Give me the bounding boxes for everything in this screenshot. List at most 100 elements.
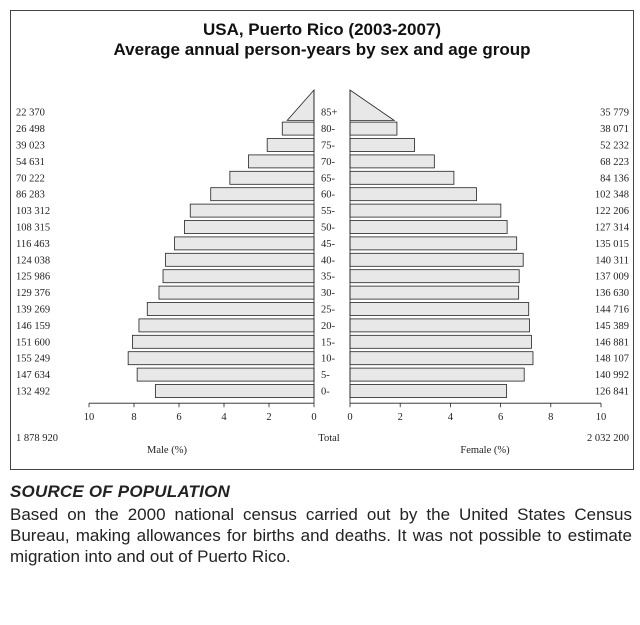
female-count-label: 84 136 bbox=[600, 173, 629, 184]
female-x-tick-label: 8 bbox=[548, 412, 553, 423]
female-bar bbox=[349, 138, 415, 152]
male-count-label: 39 023 bbox=[16, 141, 45, 152]
male-bar bbox=[248, 154, 315, 169]
female-bar bbox=[349, 334, 532, 349]
male-x-tick-label: 0 bbox=[311, 412, 316, 423]
age-group-label: 80- bbox=[321, 124, 336, 135]
age-group-label: 30- bbox=[321, 288, 336, 299]
age-group-label: 35- bbox=[321, 272, 336, 283]
male-bar bbox=[162, 269, 315, 284]
male-count-label: 139 269 bbox=[16, 305, 50, 316]
female-x-tick-label: 0 bbox=[347, 412, 352, 423]
male-count-label: 26 498 bbox=[16, 124, 45, 135]
male-bar bbox=[281, 121, 315, 136]
male-count-label: 86 283 bbox=[16, 190, 45, 201]
age-group-label: 45- bbox=[321, 239, 336, 250]
female-count-label: 137 009 bbox=[595, 272, 629, 283]
male-bar bbox=[158, 285, 315, 300]
male-x-tick-label: 2 bbox=[266, 412, 271, 423]
male-bar bbox=[146, 302, 315, 316]
female-x-tick-label: 6 bbox=[498, 412, 503, 423]
female-total: 2 032 200 bbox=[587, 433, 629, 444]
male-bar bbox=[266, 138, 315, 152]
male-x-tick-label: 6 bbox=[176, 412, 181, 423]
female-bar bbox=[349, 203, 502, 218]
female-count-label: 140 311 bbox=[595, 255, 629, 266]
male-count-label: 129 376 bbox=[16, 288, 50, 299]
female-count-label: 38 071 bbox=[600, 124, 629, 135]
male-bar bbox=[174, 236, 315, 251]
female-bar bbox=[349, 285, 520, 300]
male-count-label: 155 249 bbox=[16, 354, 50, 365]
male-count-label: 70 222 bbox=[16, 173, 45, 184]
female-count-label: 140 992 bbox=[595, 370, 629, 381]
female-bar bbox=[349, 302, 530, 316]
male-count-label: 54 631 bbox=[16, 157, 45, 168]
female-bar bbox=[349, 154, 435, 169]
female-bar bbox=[349, 121, 398, 136]
age-group-label: 15- bbox=[321, 337, 336, 348]
male-total: 1 878 920 bbox=[16, 433, 58, 444]
male-bar bbox=[183, 220, 315, 234]
male-bar bbox=[210, 187, 315, 202]
age-group-label: 75- bbox=[321, 141, 336, 152]
age-group-label: 20- bbox=[321, 321, 336, 332]
female-count-label: 126 841 bbox=[595, 387, 629, 398]
chart-title: USA, Puerto Rico (2003-2007) bbox=[203, 20, 441, 39]
age-group-label: 55- bbox=[321, 206, 336, 217]
female-bar bbox=[349, 384, 508, 398]
male-count-label: 146 159 bbox=[16, 321, 50, 332]
male-count-label: 147 634 bbox=[16, 370, 51, 381]
female-count-label: 68 223 bbox=[600, 157, 629, 168]
male-bar bbox=[154, 384, 315, 398]
male-bar bbox=[286, 88, 315, 121]
female-axis-label: Female (%) bbox=[460, 445, 510, 456]
age-group-label: 40- bbox=[321, 255, 336, 266]
female-bar bbox=[349, 252, 524, 267]
female-x-tick-label: 10 bbox=[596, 412, 607, 423]
age-group-label: 70- bbox=[321, 157, 336, 168]
age-group-label: 10- bbox=[321, 354, 336, 365]
population-pyramid-chart: USA, Puerto Rico (2003-2007) Average ann… bbox=[16, 20, 630, 456]
female-count-label: 136 630 bbox=[595, 288, 629, 299]
male-count-label: 132 492 bbox=[16, 387, 50, 398]
total-label: Total bbox=[318, 433, 340, 444]
age-group-label: 60- bbox=[321, 190, 336, 201]
male-count-label: 125 986 bbox=[16, 272, 50, 283]
female-count-label: 102 348 bbox=[595, 190, 629, 201]
age-group-label: 85+ bbox=[321, 108, 338, 119]
female-bar bbox=[349, 269, 520, 284]
male-x-tick-label: 10 bbox=[84, 412, 95, 423]
male-bar bbox=[229, 170, 315, 185]
female-bar bbox=[349, 187, 477, 202]
female-x-tick-label: 4 bbox=[448, 412, 454, 423]
male-axis-label: Male (%) bbox=[147, 445, 187, 456]
female-count-label: 144 716 bbox=[595, 305, 629, 316]
male-x-tick-label: 4 bbox=[221, 412, 227, 423]
female-x-tick-label: 2 bbox=[398, 412, 403, 423]
age-group-label: 65- bbox=[321, 173, 336, 184]
source-body: Based on the 2000 national census carrie… bbox=[10, 505, 632, 566]
male-bar bbox=[132, 334, 315, 349]
male-count-label: 116 463 bbox=[16, 239, 50, 250]
female-bar bbox=[349, 89, 396, 121]
source-section: SOURCE OF POPULATION Based on the 2000 n… bbox=[10, 482, 632, 567]
male-bar bbox=[127, 351, 315, 366]
male-count-label: 103 312 bbox=[16, 206, 50, 217]
male-count-label: 151 600 bbox=[16, 337, 50, 348]
age-group-label: 50- bbox=[321, 223, 336, 234]
female-bar bbox=[349, 236, 518, 251]
male-bar bbox=[165, 252, 315, 267]
male-count-label: 108 315 bbox=[16, 223, 50, 234]
male-count-label: 22 370 bbox=[16, 108, 45, 119]
age-group-label: 5- bbox=[321, 370, 330, 381]
female-count-label: 52 232 bbox=[600, 141, 629, 152]
chart-subtitle: Average annual person-years by sex and a… bbox=[114, 40, 531, 59]
female-bar bbox=[349, 318, 530, 333]
female-bar bbox=[349, 170, 455, 185]
age-group-label: 0- bbox=[321, 387, 330, 398]
female-count-label: 148 107 bbox=[595, 354, 629, 365]
female-bar bbox=[349, 367, 525, 382]
male-x-tick-label: 8 bbox=[131, 412, 136, 423]
male-count-label: 124 038 bbox=[16, 255, 50, 266]
